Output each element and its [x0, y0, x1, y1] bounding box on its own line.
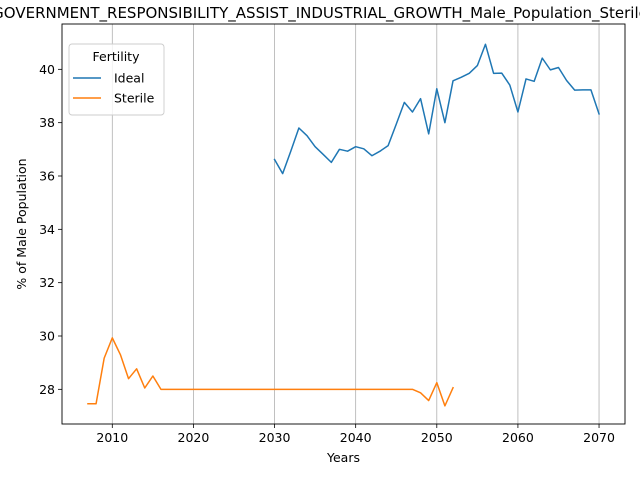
x-tick-label: 2060 [502, 430, 534, 445]
x-tick-label: 2040 [340, 430, 372, 445]
x-axis-ticks: 2010 2020 2030 2040 2050 2060 2070 [96, 424, 615, 445]
series-line-sterile [87, 337, 455, 407]
y-tick-label: 30 [39, 329, 55, 344]
x-tick-label: 2030 [259, 430, 291, 445]
legend-label-sterile: Sterile [114, 91, 155, 106]
y-tick-label: 40 [39, 62, 55, 77]
x-tick-label: 2050 [421, 430, 453, 445]
legend: Fertility Ideal Sterile [68, 43, 165, 116]
y-tick-label: 36 [39, 169, 55, 184]
y-tick-label: 34 [39, 222, 55, 237]
chart-title: GOVERNMENT_RESPONSIBILITY_ASSIST_INDUSTR… [0, 4, 640, 23]
y-tick-label: 38 [39, 115, 55, 130]
legend-title: Fertility [93, 49, 141, 64]
x-axis-label: Years [326, 450, 360, 465]
plot-series [87, 43, 600, 407]
y-tick-label: 32 [39, 275, 55, 290]
x-tick-label: 2010 [96, 430, 128, 445]
y-tick-label: 28 [39, 382, 55, 397]
y-axis-label: % of Male Population [14, 158, 29, 289]
series-line-ideal [273, 43, 600, 175]
x-tick-label: 2070 [583, 430, 615, 445]
y-axis-ticks: 28 30 32 34 36 38 40 [39, 62, 62, 397]
x-tick-label: 2020 [178, 430, 210, 445]
legend-label-ideal: Ideal [114, 71, 144, 86]
plot-frame [61, 23, 626, 425]
